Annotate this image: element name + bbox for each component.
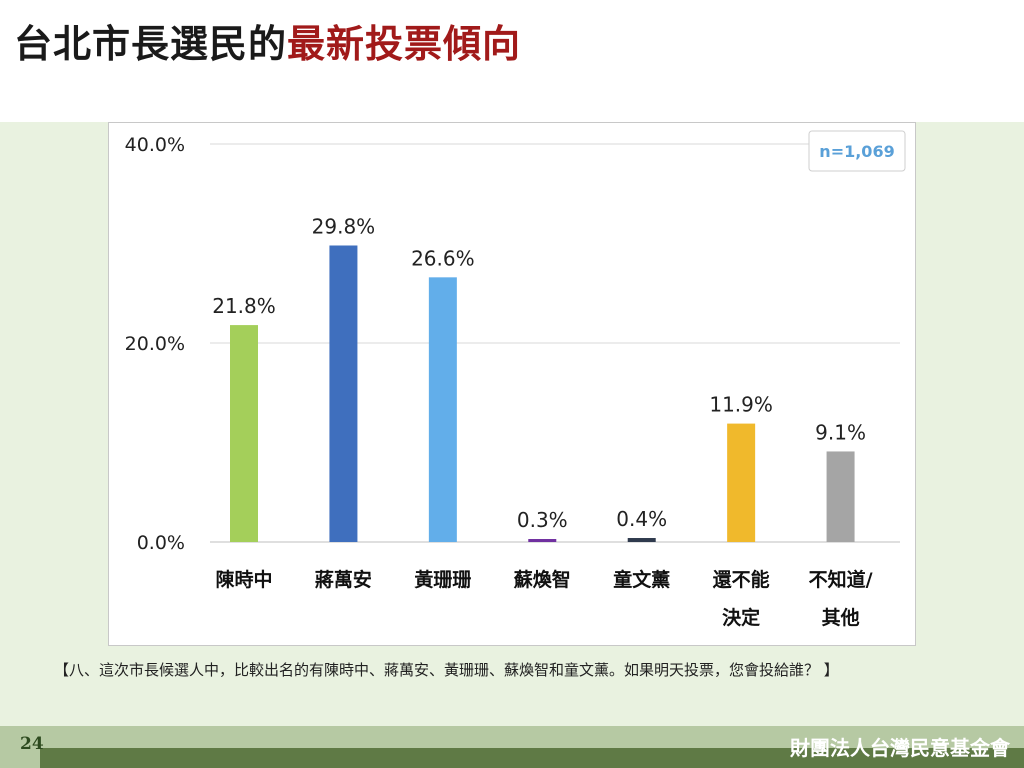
bar-chart: 0.0% 20.0% 40.0% n=1,069 21.8% 陳時中 29.8% 蔣萬安 26.… <box>125 130 906 629</box>
page-number: 24 <box>20 734 44 754</box>
bar <box>230 325 258 542</box>
bar <box>627 538 656 542</box>
bar-value-label: 26.6% <box>411 246 475 270</box>
x-category-label: 陳時中 <box>215 568 272 591</box>
organization-name: 財團法人台灣民意基金會 <box>790 736 1010 760</box>
x-category-label: 蔣萬安 <box>315 568 372 591</box>
title-part-black: 台北市長選民的 <box>14 22 288 66</box>
bar <box>428 277 457 542</box>
x-category-label: 蘇煥智 <box>513 568 571 591</box>
bar <box>826 451 855 542</box>
chart-panel: 0.0% 20.0% 40.0% n=1,069 21.8% 陳時中 29.8% 蔣萬安 26.… <box>108 122 916 646</box>
x-category-label: 其他 <box>822 606 860 629</box>
sample-size-box <box>808 130 906 172</box>
x-category-label: 還不能 <box>713 568 770 591</box>
bar-value-label: 11.9% <box>709 393 773 417</box>
footer-corner <box>0 748 40 768</box>
bar-value-label: 21.8% <box>212 294 276 318</box>
y-tick-label: 0.0% <box>137 532 185 554</box>
bar-value-label: 9.1% <box>815 420 866 444</box>
footer-band-dark <box>40 748 1024 768</box>
title-part-red: 最新投票傾向 <box>287 22 522 66</box>
bar <box>528 539 557 542</box>
bar-value-label: 29.8% <box>312 214 376 238</box>
x-category-label: 不知道/ <box>809 568 873 591</box>
slide-title: 台北市長選民的最新投票傾向 <box>14 14 521 74</box>
x-category-label: 黃珊珊 <box>414 568 471 591</box>
x-category-label: 童文薰 <box>613 568 670 591</box>
x-category-label: 決定 <box>722 606 760 629</box>
bar-value-label: 0.3% <box>517 508 568 532</box>
bar <box>329 245 358 542</box>
bar <box>727 423 756 542</box>
question-note: 【八、這次市長候選人中，比較出名的有陳時中、蔣萬安、黃珊珊、蘇煥智和童文薰。如果… <box>54 661 839 679</box>
y-tick-label: 40.0% <box>125 134 185 156</box>
sample-size-label: n=1,069 <box>819 142 894 161</box>
bar-value-label: 0.4% <box>616 507 667 531</box>
footer-band-light <box>0 726 1024 748</box>
y-tick-label: 20.0% <box>125 333 185 355</box>
